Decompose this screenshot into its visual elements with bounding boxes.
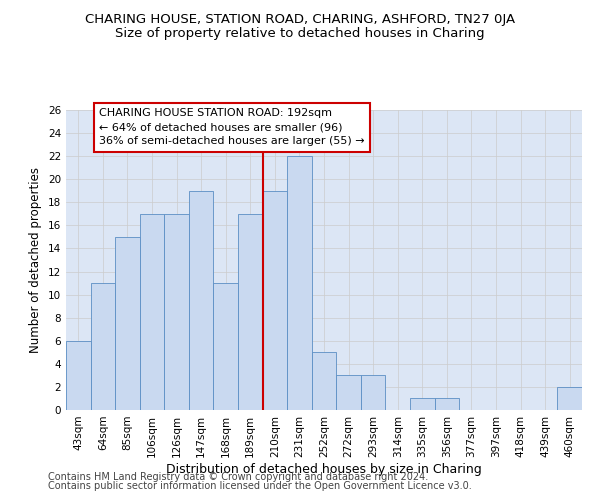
Y-axis label: Number of detached properties: Number of detached properties: [29, 167, 43, 353]
X-axis label: Distribution of detached houses by size in Charing: Distribution of detached houses by size …: [166, 462, 482, 475]
Bar: [312, 352, 336, 410]
Text: CHARING HOUSE, STATION ROAD, CHARING, ASHFORD, TN27 0JA: CHARING HOUSE, STATION ROAD, CHARING, AS…: [85, 12, 515, 26]
Bar: [434, 398, 459, 410]
Bar: [140, 214, 164, 410]
Bar: [66, 341, 91, 410]
Bar: [557, 387, 582, 410]
Bar: [238, 214, 263, 410]
Bar: [189, 191, 214, 410]
Bar: [410, 398, 434, 410]
Text: CHARING HOUSE STATION ROAD: 192sqm
← 64% of detached houses are smaller (96)
36%: CHARING HOUSE STATION ROAD: 192sqm ← 64%…: [99, 108, 365, 146]
Bar: [91, 283, 115, 410]
Text: Contains public sector information licensed under the Open Government Licence v3: Contains public sector information licen…: [48, 481, 472, 491]
Bar: [263, 191, 287, 410]
Bar: [164, 214, 189, 410]
Text: Contains HM Land Registry data © Crown copyright and database right 2024.: Contains HM Land Registry data © Crown c…: [48, 472, 428, 482]
Bar: [336, 376, 361, 410]
Bar: [361, 376, 385, 410]
Bar: [115, 237, 140, 410]
Bar: [287, 156, 312, 410]
Text: Size of property relative to detached houses in Charing: Size of property relative to detached ho…: [115, 28, 485, 40]
Bar: [214, 283, 238, 410]
